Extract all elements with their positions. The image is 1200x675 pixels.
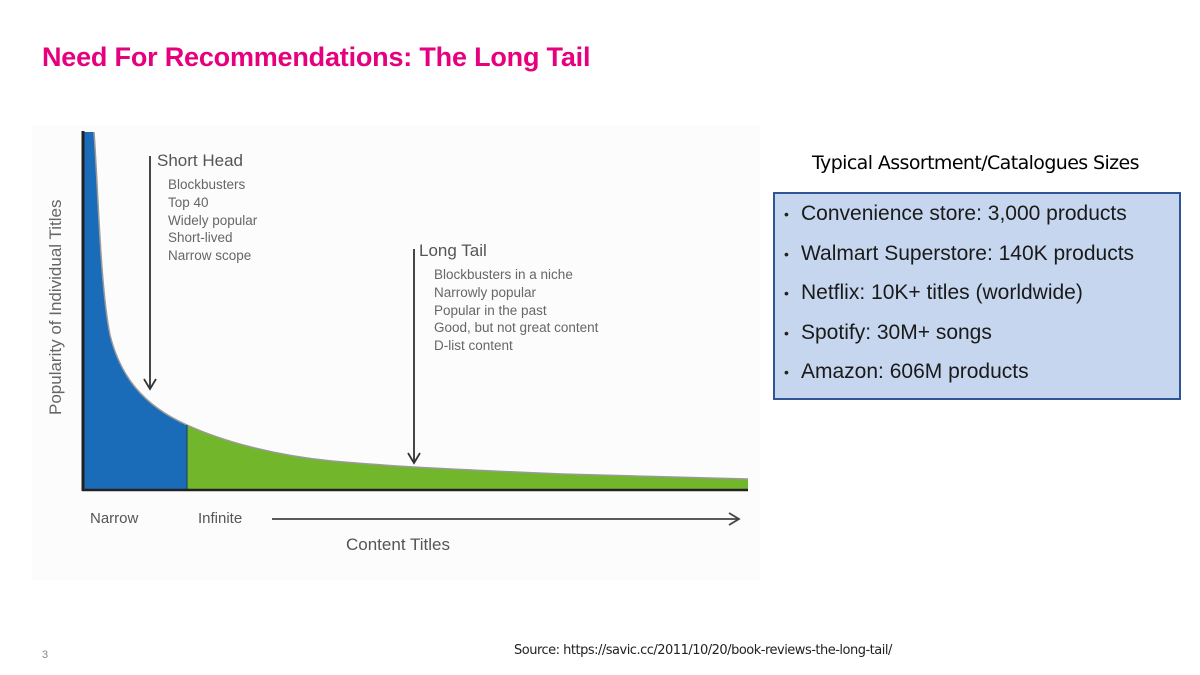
short-head-area bbox=[83, 132, 187, 490]
long-tail-list: Blockbusters in a niche Narrowly popular… bbox=[434, 266, 598, 355]
catalogue-sizes-box: • Convenience store: 3,000 products • Walm… bbox=[773, 192, 1181, 400]
short-head-list: Blockbusters Top 40 Widely popular Short… bbox=[168, 176, 257, 265]
x-tick-narrow: Narrow bbox=[90, 510, 139, 527]
short-head-item: Widely popular bbox=[168, 212, 258, 228]
list-item: • Spotify: 30M+ songs bbox=[775, 319, 1179, 359]
short-head-item: Short-lived bbox=[168, 230, 233, 246]
list-item: • Convenience store: 3,000 products bbox=[775, 200, 1179, 240]
page-number: 3 bbox=[42, 649, 49, 661]
x-axis-label: Content Titles bbox=[346, 535, 450, 554]
x-tick-infinite: Infinite bbox=[198, 510, 243, 527]
short-head-item: Top 40 bbox=[168, 194, 209, 210]
list-item: • Netflix: 10K+ titles (worldwide) bbox=[775, 279, 1179, 319]
long-tail-item: Good, but not great content bbox=[434, 320, 599, 336]
list-item: • Amazon: 606M products bbox=[775, 358, 1179, 398]
short-head-label: Short Head bbox=[157, 151, 243, 170]
long-tail-figure: Popularity of Individual Titles Short He… bbox=[32, 125, 760, 580]
bullet-icon: • bbox=[784, 206, 789, 222]
bullet-icon: • bbox=[784, 285, 789, 301]
long-tail-label: Long Tail bbox=[419, 241, 487, 260]
catalogue-sizes-title: Typical Assortment/Catalogues Sizes bbox=[812, 152, 1140, 174]
short-head-item: Narrow scope bbox=[168, 248, 252, 264]
long-tail-curve-graphic bbox=[81, 131, 749, 526]
long-tail-item: Narrowly popular bbox=[434, 284, 537, 300]
y-axis-label: Popularity of Individual Titles bbox=[46, 199, 65, 415]
bullet-icon: • bbox=[784, 364, 789, 380]
bullet-icon: • bbox=[784, 245, 789, 262]
bullet-icon: • bbox=[784, 324, 789, 341]
long-tail-item: Blockbusters in a niche bbox=[434, 267, 573, 282]
list-item: • Walmart Superstore: 140K products bbox=[775, 240, 1179, 280]
long-tail-item: D-list content bbox=[434, 338, 513, 354]
short-head-item: Blockbusters bbox=[168, 177, 246, 192]
slide-title: Need For Recommendations: The Long Tail bbox=[42, 42, 591, 72]
long-tail-item: Popular in the past bbox=[434, 302, 547, 318]
catalogue-sizes-list: • Convenience store: 3,000 products • Walm… bbox=[775, 194, 1179, 398]
long-tail-area bbox=[187, 425, 748, 490]
source-citation: Source: https://savic.cc/2011/10/20/book… bbox=[514, 643, 892, 658]
